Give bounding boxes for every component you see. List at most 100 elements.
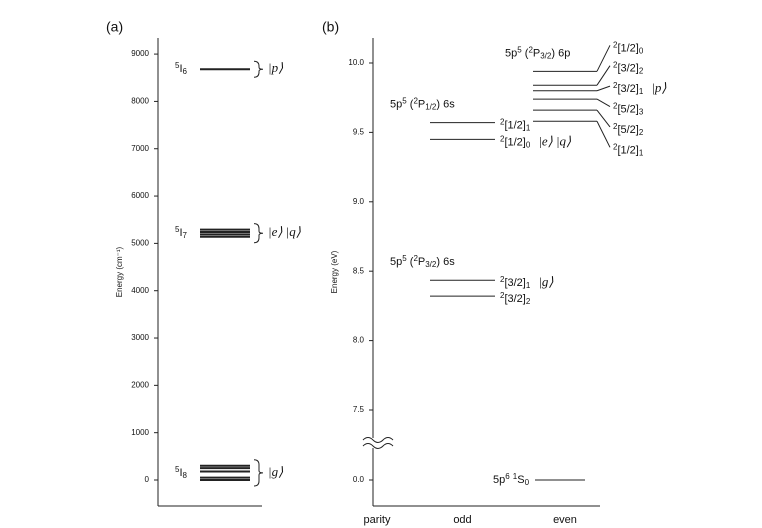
- text-part: 5: [175, 61, 180, 70]
- connector: [596, 98, 611, 107]
- text-part: I: [179, 227, 182, 239]
- text-part: 1: [639, 148, 644, 157]
- level-label: 2[1/2]0: [613, 40, 644, 55]
- text-part: ) 6s: [436, 99, 455, 111]
- connector: [596, 109, 611, 128]
- text-part: ) 6s: [436, 256, 455, 268]
- level-label: 2[1/2]0: [500, 134, 531, 149]
- state-label: |g⟩: [268, 464, 283, 479]
- text-part: 6: [183, 67, 188, 76]
- text-part: [1/2]: [617, 144, 638, 156]
- connector: [596, 85, 611, 92]
- y-tick-label: 9.0: [353, 197, 365, 206]
- text-part: (: [522, 47, 529, 59]
- text-part: 5p: [493, 474, 505, 486]
- level-label: 5I8: [175, 465, 188, 480]
- y-tick-label: 10.0: [348, 58, 364, 67]
- text-part: 2: [613, 81, 618, 90]
- state-label: |g⟩: [538, 274, 553, 289]
- text-part: 0: [525, 478, 530, 487]
- text-part: 2: [639, 127, 644, 136]
- text-part: 2: [500, 118, 505, 127]
- text-part: 5p: [390, 256, 402, 268]
- axis-break-gap: [370, 438, 376, 448]
- text-part: 2: [613, 122, 618, 131]
- text-part: 0: [639, 46, 644, 55]
- axis-break: [362, 437, 394, 443]
- brace: [253, 223, 264, 244]
- text-part: [1/2]: [504, 136, 525, 148]
- level-label: 2[5/2]3: [613, 101, 644, 116]
- y-tick-label: 2000: [131, 380, 149, 389]
- state-label: |p⟩: [268, 60, 283, 75]
- text-part: 2: [613, 40, 618, 49]
- configuration-label: 5p5 (2P3/2) 6p: [505, 45, 570, 60]
- text-part: 3: [639, 107, 644, 116]
- text-part: 5: [402, 254, 407, 263]
- y-tick-label: 3000: [131, 333, 149, 342]
- text-part: 5: [517, 45, 522, 54]
- text-part: [5/2]: [617, 103, 638, 115]
- category-label: odd: [453, 514, 471, 526]
- y-tick-label: 4000: [131, 286, 149, 295]
- text-part: 3/2: [425, 260, 437, 269]
- y-tick-label: 0.0: [353, 475, 365, 484]
- text-part: ) 6p: [551, 47, 570, 59]
- text-part: 2: [500, 291, 505, 300]
- connector: [596, 121, 611, 148]
- text-part: (: [407, 99, 414, 111]
- configuration-label: 5p5 (2P1/2) 6s: [390, 97, 455, 112]
- text-part: [3/2]: [617, 63, 638, 75]
- category-label: even: [553, 514, 577, 526]
- text-part: S: [517, 474, 524, 486]
- level-label: 2[1/2]1: [613, 142, 644, 157]
- panel-label: (b): [322, 19, 339, 35]
- text-part: 2: [613, 142, 618, 151]
- text-part: 5p: [505, 47, 517, 59]
- text-part: 5p: [390, 99, 402, 111]
- y-tick-label: 8.0: [353, 336, 365, 345]
- axis-break: [362, 443, 394, 449]
- text-part: [3/2]: [617, 83, 638, 95]
- text-part: [3/2]: [504, 277, 525, 289]
- text-part: 8: [183, 470, 188, 479]
- y-tick-label: 8.5: [353, 266, 365, 275]
- level-label: 2[5/2]2: [613, 122, 644, 137]
- text-part: 3/2: [540, 51, 552, 60]
- text-part: [5/2]: [617, 124, 638, 136]
- text-part: 6: [505, 472, 510, 481]
- text-part: (: [407, 256, 414, 268]
- text-part: 5: [175, 225, 180, 234]
- level-label: 2[1/2]1: [500, 118, 531, 133]
- y-tick-label: 7.5: [353, 405, 365, 414]
- connector: [596, 45, 611, 72]
- state-label: |e⟩ |q⟩: [268, 224, 301, 239]
- y-axis-title: Energy (cm⁻¹): [115, 246, 124, 297]
- text-part: 0: [526, 140, 531, 149]
- y-tick-label: 5000: [131, 238, 149, 247]
- text-part: 2: [528, 45, 533, 54]
- text-part: P: [418, 99, 425, 111]
- level-label: 2[3/2]1: [613, 81, 644, 96]
- text-part: [3/2]: [504, 293, 525, 305]
- configuration-label: 5p6 1S0: [493, 472, 530, 487]
- text-part: I: [179, 467, 182, 479]
- text-part: 5: [402, 97, 407, 106]
- text-part: 1: [526, 123, 531, 132]
- y-axis-title: Energy (eV): [330, 250, 339, 293]
- text-part: 1: [526, 281, 531, 290]
- text-part: 2: [613, 61, 618, 70]
- text-part: 2: [500, 275, 505, 284]
- text-part: 2: [500, 134, 505, 143]
- y-tick-label: 6000: [131, 191, 149, 200]
- text-part: 5: [175, 465, 180, 474]
- x-axis-title: parity: [364, 514, 391, 526]
- level-label: 2[3/2]1: [500, 275, 531, 290]
- y-tick-label: 9000: [131, 49, 149, 58]
- y-tick-label: 8000: [131, 97, 149, 106]
- text-part: 1: [513, 472, 518, 481]
- text-part: I: [179, 63, 182, 75]
- level-label: 2[3/2]2: [500, 291, 531, 306]
- y-tick-label: 0: [145, 475, 150, 484]
